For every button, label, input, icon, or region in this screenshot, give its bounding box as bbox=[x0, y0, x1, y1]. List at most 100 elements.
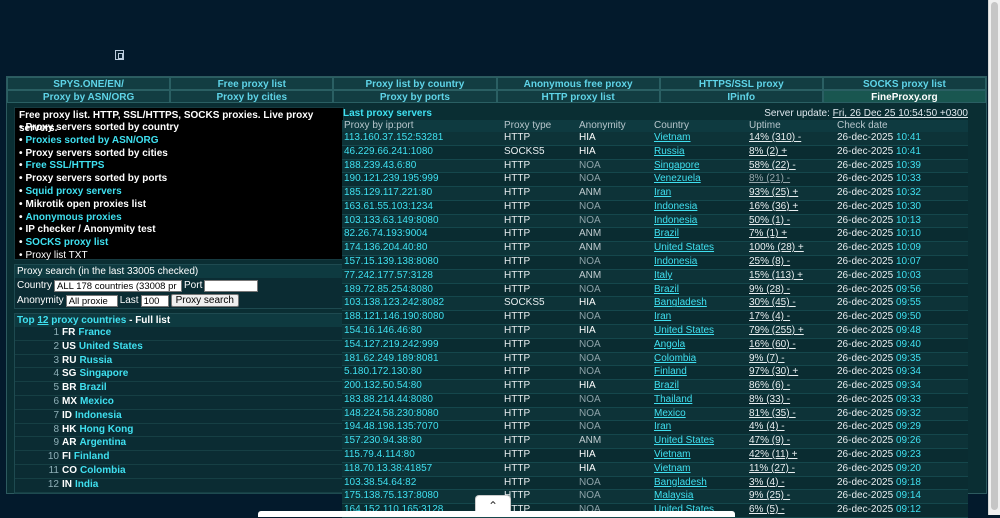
menu-item-label[interactable]: Proxy servers sorted by cities bbox=[25, 147, 168, 159]
country-link[interactable]: Indonesia bbox=[652, 214, 747, 229]
uptime-link[interactable]: 100% (28) + bbox=[749, 242, 804, 254]
country-link[interactable]: Iran bbox=[652, 186, 747, 201]
uptime-link[interactable]: 16% (60) - bbox=[749, 338, 796, 350]
proxy-ip-port[interactable]: 188.239.43.6:80 bbox=[342, 159, 502, 174]
proxy-ip-port[interactable]: 157.230.94.38:80 bbox=[342, 434, 502, 449]
country-link[interactable]: Bangladesh bbox=[652, 476, 747, 491]
proxy-ip-port[interactable]: 189.72.85.254:8080 bbox=[342, 283, 502, 298]
country-link[interactable]: Russia bbox=[79, 354, 113, 366]
country-link[interactable]: Brazil bbox=[652, 227, 747, 243]
country-link[interactable]: United States bbox=[652, 434, 747, 449]
server-update-time[interactable]: Fri, 26 Dec 25 10:54:50 +0300 bbox=[832, 108, 968, 119]
menu-item[interactable]: • Squid proxy servers bbox=[19, 186, 340, 199]
proxy-ip-port[interactable]: 175.138.75.137:8080 bbox=[342, 489, 502, 505]
nav-link[interactable]: Anonymous free proxy bbox=[496, 77, 660, 90]
uptime-link[interactable]: 9% (28) - bbox=[749, 283, 791, 295]
menu-item-label[interactable]: IP checker / Anonymity test bbox=[25, 224, 156, 236]
country-link[interactable]: Singapore bbox=[652, 159, 747, 174]
menu-item[interactable]: • SOCKS proxy list bbox=[19, 237, 340, 250]
chevron-up-icon[interactable]: ⌃ bbox=[475, 495, 511, 515]
country-link[interactable]: Finland bbox=[652, 365, 747, 381]
country-link[interactable]: Brazil bbox=[652, 283, 747, 298]
country-link[interactable]: Bangladesh bbox=[652, 296, 747, 312]
proxy-ip-port[interactable]: 157.15.139.138:8080 bbox=[342, 255, 502, 270]
country-link[interactable]: Brazil bbox=[79, 382, 107, 394]
country-link[interactable]: Colombia bbox=[80, 464, 126, 476]
nav-link[interactable]: Proxy by cities bbox=[170, 90, 334, 103]
proxy-ip-port[interactable]: 200.132.50.54:80 bbox=[342, 379, 502, 394]
country-link[interactable]: India bbox=[75, 478, 99, 490]
country-link[interactable]: Malaysia bbox=[652, 489, 747, 505]
country-link[interactable]: Vietnam bbox=[652, 462, 747, 477]
nav-link[interactable]: Free proxy list bbox=[170, 77, 334, 90]
uptime-link[interactable]: 97% (30) + bbox=[749, 366, 799, 378]
proxy-ip-port[interactable]: 181.62.249.189:8081 bbox=[342, 352, 502, 367]
uptime-link[interactable]: 8% (2) + bbox=[749, 145, 788, 157]
proxy-search-button[interactable]: Proxy search bbox=[170, 294, 239, 307]
uptime-link[interactable]: 93% (25) + bbox=[749, 187, 799, 199]
uptime-link[interactable]: 42% (11) + bbox=[749, 448, 798, 460]
full-list-link[interactable]: Full list bbox=[135, 315, 171, 326]
uptime-link[interactable]: 17% (4) - bbox=[749, 311, 791, 323]
nav-link[interactable]: SOCKS proxy list bbox=[822, 77, 986, 90]
menu-item[interactable]: • Free SSL/HTTPS bbox=[19, 160, 340, 173]
proxy-ip-port[interactable]: 154.16.146.46:80 bbox=[342, 324, 502, 339]
proxy-ip-port[interactable]: 118.70.13.38:41857 bbox=[342, 462, 502, 477]
uptime-link[interactable]: 81% (35) - bbox=[749, 407, 796, 419]
country-link[interactable]: Vietnam bbox=[652, 448, 747, 463]
menu-item[interactable]: • Proxy servers sorted by ports bbox=[19, 173, 340, 186]
menu-item-label[interactable]: Free SSL/HTTPS bbox=[25, 160, 105, 172]
proxy-ip-port[interactable]: 103.38.54.64:82 bbox=[342, 476, 502, 491]
country-link[interactable]: United States bbox=[78, 340, 143, 352]
country-link[interactable]: Italy bbox=[652, 269, 747, 284]
uptime-link[interactable]: 16% (36) + bbox=[749, 200, 799, 212]
nav-link[interactable]: FineProxy.org bbox=[822, 90, 986, 103]
country-link[interactable]: Indonesia bbox=[652, 200, 747, 215]
menu-item-label[interactable]: Proxy servers sorted by country bbox=[25, 122, 179, 133]
proxy-ip-port[interactable]: 174.136.204.40:80 bbox=[342, 241, 502, 257]
menu-item[interactable]: • Mikrotik open proxies list bbox=[19, 199, 340, 212]
country-link[interactable]: Mexico bbox=[80, 395, 114, 407]
country-select[interactable]: ALL 178 countries (33008 pr bbox=[54, 279, 183, 292]
uptime-link[interactable]: 3% (4) - bbox=[749, 476, 785, 488]
nav-link[interactable]: Proxy by ASN/ORG bbox=[7, 90, 171, 103]
country-link[interactable]: Colombia bbox=[652, 352, 747, 367]
nav-link[interactable]: IPinfo bbox=[659, 90, 823, 103]
uptime-link[interactable]: 8% (33) - bbox=[749, 393, 791, 405]
proxy-ip-port[interactable]: 163.61.55.103:1234 bbox=[342, 200, 502, 215]
country-link[interactable]: Vietnam bbox=[652, 132, 747, 146]
country-link[interactable]: United States bbox=[652, 324, 747, 339]
country-link[interactable]: Iran bbox=[652, 420, 747, 436]
country-link[interactable]: United States bbox=[652, 241, 747, 257]
proxy-ip-port[interactable]: 113.160.37.152:53281 bbox=[342, 132, 502, 146]
menu-item-label[interactable]: Proxies sorted by ASN/ORG bbox=[25, 134, 159, 146]
menu-item[interactable]: • Proxies sorted by ASN/ORG bbox=[19, 135, 340, 148]
uptime-link[interactable]: 9% (25) - bbox=[749, 490, 791, 502]
menu-item[interactable]: • IP checker / Anonymity test bbox=[19, 224, 340, 237]
proxy-ip-port[interactable]: 194.48.198.135:7070 bbox=[342, 420, 502, 436]
uptime-link[interactable]: 50% (1) - bbox=[749, 214, 791, 226]
country-link[interactable]: Indonesia bbox=[652, 255, 747, 270]
proxy-ip-port[interactable]: 115.79.4.114:80 bbox=[342, 448, 502, 463]
nav-link[interactable]: HTTPS/SSL proxy bbox=[659, 77, 823, 90]
country-link[interactable]: France bbox=[78, 327, 112, 338]
proxy-ip-port[interactable]: 185.129.117.221:80 bbox=[342, 186, 502, 201]
country-link[interactable]: Brazil bbox=[652, 379, 747, 394]
proxy-ip-port[interactable]: 183.88.214.44:8080 bbox=[342, 393, 502, 408]
nav-link[interactable]: SPYS.ONE/EN/ bbox=[7, 77, 171, 90]
menu-item-label[interactable]: Squid proxy servers bbox=[25, 185, 122, 197]
country-link[interactable]: Russia bbox=[652, 145, 747, 160]
country-link[interactable]: Argentina bbox=[79, 437, 127, 449]
country-link[interactable]: Hong Kong bbox=[79, 423, 134, 435]
last-select[interactable]: 100 bbox=[140, 294, 169, 307]
proxy-ip-port[interactable]: 103.138.123.242:8082 bbox=[342, 296, 502, 312]
nav-link[interactable]: Proxy by ports bbox=[333, 90, 497, 103]
port-input[interactable] bbox=[204, 279, 259, 292]
uptime-link[interactable]: 6% (5) - bbox=[749, 504, 785, 516]
uptime-link[interactable]: 9% (7) - bbox=[749, 352, 785, 364]
menu-item[interactable]: • Proxy list TXT bbox=[19, 250, 340, 263]
country-link[interactable]: Iran bbox=[652, 310, 747, 325]
menu-item-label[interactable]: Mikrotik open proxies list bbox=[25, 198, 147, 210]
country-link[interactable]: Mexico bbox=[652, 407, 747, 422]
scrollbar[interactable] bbox=[988, 0, 1000, 515]
